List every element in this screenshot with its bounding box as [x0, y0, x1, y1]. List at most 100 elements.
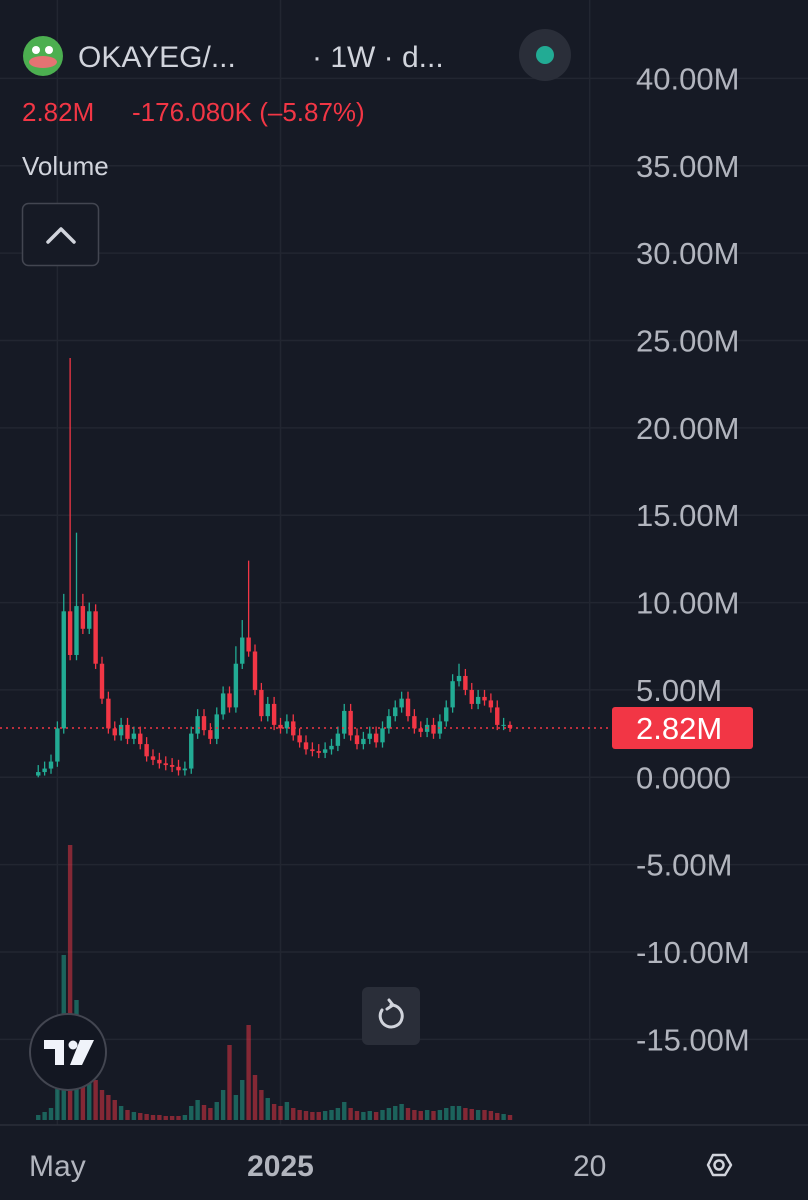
- volume-bar: [412, 1110, 417, 1120]
- settings-icon: [713, 1159, 725, 1171]
- volume-bar: [208, 1108, 213, 1120]
- candle-body: [495, 707, 500, 725]
- candle-body: [112, 728, 117, 736]
- volume-bar: [399, 1104, 404, 1120]
- volume-bar: [214, 1102, 219, 1120]
- candle-body: [220, 693, 226, 715]
- volume-bar: [450, 1106, 455, 1120]
- y-tick-label: 10.00M: [636, 586, 739, 621]
- volume-bar: [310, 1112, 315, 1120]
- candle-body: [342, 710, 347, 734]
- y-tick-label: 40.00M: [636, 61, 739, 96]
- tv-logo-mark: [44, 1040, 64, 1065]
- candle-body: [87, 611, 92, 629]
- candle-body: [74, 606, 79, 655]
- volume-bar: [169, 1116, 175, 1120]
- volume-bar: [284, 1102, 290, 1120]
- last-price: 2.82M: [22, 97, 94, 127]
- reset-icon: [385, 998, 395, 1011]
- price-change: -176.080K (–5.87%): [132, 97, 365, 127]
- symbol-icon-eye: [45, 46, 53, 54]
- volume-bar: [393, 1106, 398, 1120]
- candle-body: [431, 724, 436, 734]
- candle-body: [450, 681, 455, 708]
- volume-bar: [55, 1085, 60, 1120]
- candle-body: [380, 728, 385, 743]
- tv-logo[interactable]: [29, 1013, 107, 1091]
- y-tick-label: 0.0000: [636, 760, 731, 795]
- candle-body: [329, 745, 334, 750]
- volume-bar: [367, 1111, 372, 1120]
- candle-body: [405, 698, 411, 717]
- reset-icon: [378, 1003, 404, 1029]
- candle-body: [201, 716, 207, 731]
- candle-body: [291, 721, 296, 736]
- collapse-button[interactable]: [21, 202, 100, 267]
- volume-bar: [291, 1108, 296, 1120]
- volume-bar: [265, 1098, 270, 1120]
- x-tick-label: May: [29, 1150, 86, 1183]
- candle-body: [67, 611, 73, 655]
- y-tick-label: 35.00M: [636, 149, 739, 184]
- candle-body: [335, 733, 341, 746]
- candle-body: [303, 742, 309, 750]
- volume-bar: [303, 1111, 309, 1120]
- candles: [36, 357, 513, 778]
- candle-body: [195, 716, 200, 734]
- volume-bar: [386, 1108, 392, 1120]
- x-tick-label: 20: [573, 1150, 606, 1183]
- settings-button[interactable]: [706, 1153, 733, 1177]
- candle-body: [271, 703, 277, 725]
- candle-body: [163, 763, 168, 766]
- interval[interactable]: · 1W · d...: [312, 41, 444, 74]
- last-price-label: 2.82M: [636, 711, 722, 746]
- candle-body: [284, 721, 290, 729]
- volume-bar: [335, 1108, 341, 1120]
- volume-bar: [259, 1090, 264, 1120]
- volume-bar: [99, 1090, 105, 1120]
- volume-bar: [176, 1116, 181, 1120]
- volume-bar: [195, 1100, 200, 1120]
- candle-body: [399, 698, 404, 708]
- volume-bar: [125, 1110, 130, 1120]
- candle-body: [418, 728, 423, 732]
- candle-body: [208, 730, 213, 739]
- volume-bar: [278, 1106, 283, 1120]
- candle-body: [99, 663, 105, 699]
- reset-button[interactable]: [362, 987, 420, 1045]
- candle-body: [169, 765, 175, 767]
- volume-bar: [201, 1105, 207, 1120]
- y-tick-label: 20.00M: [636, 411, 739, 446]
- candle-body: [501, 724, 506, 726]
- y-tick-label: 15.00M: [636, 498, 739, 533]
- volume-bar: [36, 1115, 41, 1120]
- candle-body: [475, 696, 481, 704]
- volume-bar: [348, 1108, 353, 1120]
- volume-bar: [112, 1100, 117, 1120]
- volume-bar: [501, 1114, 506, 1120]
- grid: [0, 0, 808, 1125]
- last-price-box: [612, 707, 753, 750]
- candle-body: [125, 724, 130, 739]
- candle-body: [233, 663, 239, 708]
- candle-body: [310, 749, 315, 752]
- volume-bar: [144, 1114, 149, 1120]
- volume-bar: [322, 1111, 328, 1120]
- candle-body: [322, 749, 328, 753]
- volume-bar: [87, 1075, 92, 1120]
- candle-body: [150, 756, 156, 760]
- volume-bar: [437, 1110, 443, 1120]
- candle-body: [227, 693, 232, 708]
- volume-bar: [329, 1110, 334, 1120]
- y-tick-label: 5.00M: [636, 673, 722, 708]
- volume-bar: [227, 1045, 232, 1120]
- candle-body: [386, 716, 392, 729]
- volume-bar: [373, 1112, 379, 1120]
- volume-bar: [431, 1111, 436, 1120]
- symbol[interactable]: OKAYEG/...: [78, 41, 236, 74]
- volume-bar: [488, 1111, 494, 1120]
- volume-bar: [220, 1090, 226, 1120]
- candle-body: [482, 696, 487, 701]
- candle-body: [131, 733, 137, 739]
- volume-bar: [48, 1108, 54, 1120]
